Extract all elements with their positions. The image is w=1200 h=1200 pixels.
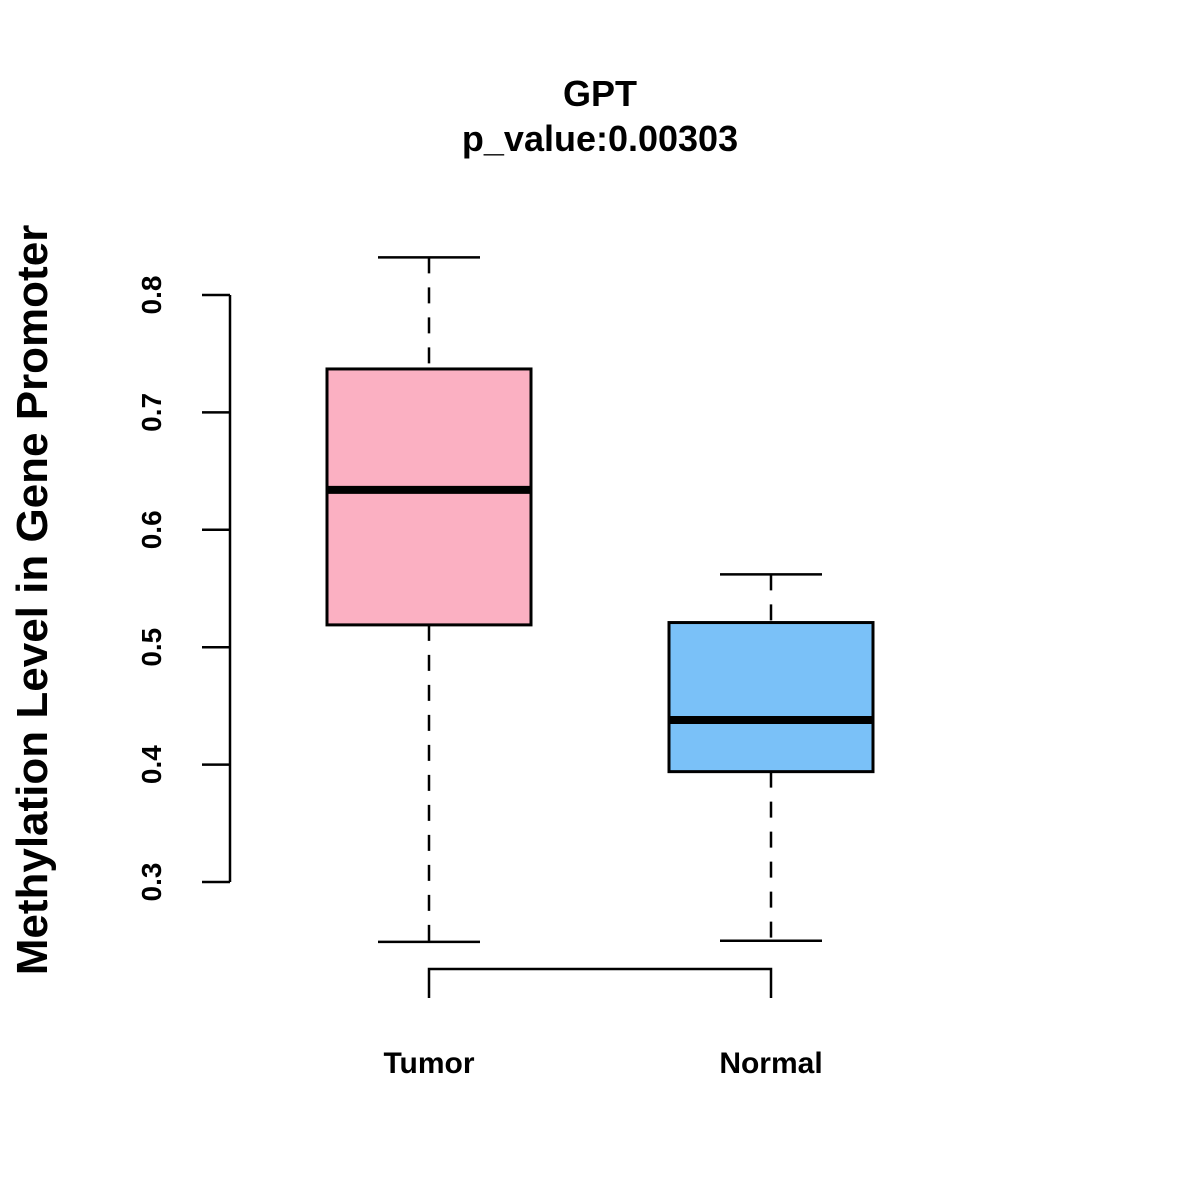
y-axis-title: Methylation Level in Gene Promoter [8,225,57,976]
box-normal [667,573,875,942]
x-axis-bracket [427,967,773,998]
chart-subtitle: p_value:0.00303 [462,118,738,159]
boxes [325,256,875,944]
y-tick-label: 0.6 [136,510,167,549]
y-tick-label: 0.4 [136,745,167,784]
y-tick-label: 0.5 [136,628,167,667]
box-tumor [325,256,533,944]
chart-title: GPT [563,73,637,114]
comparison-bracket [427,967,773,998]
y-axis-ticks: 0.3 0.4 0.5 0.6 0.7 0.8 [136,276,230,902]
iqr-box [325,367,533,627]
y-tick-label: 0.7 [136,393,167,432]
x-label-normal: Normal [719,1047,822,1080]
iqr-box [667,621,875,774]
y-tick-label: 0.3 [136,863,167,902]
x-axis-labels: Tumor Normal [383,1047,822,1080]
y-tick-label: 0.8 [136,276,167,315]
x-label-tumor: Tumor [383,1047,474,1080]
